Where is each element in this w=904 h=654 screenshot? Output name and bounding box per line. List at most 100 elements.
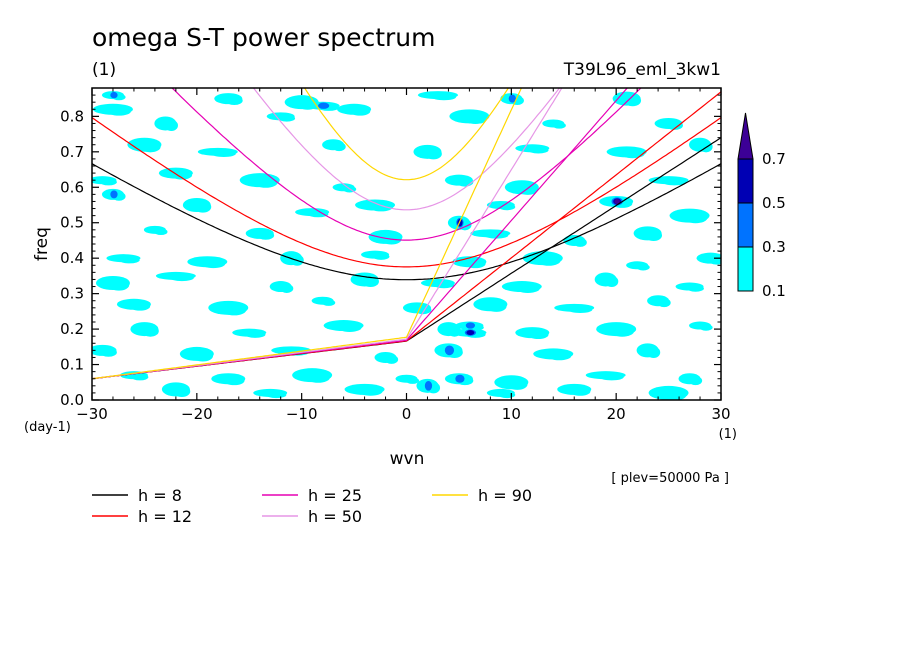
heatmap-cell bbox=[106, 254, 141, 264]
heatmap-cell bbox=[449, 109, 490, 124]
heatmap-cell bbox=[647, 295, 671, 308]
dispersion-curve-ig bbox=[252, 88, 561, 211]
heatmap-cell bbox=[626, 261, 650, 271]
heatmap-cell bbox=[368, 229, 403, 245]
legend-label: h = 25 bbox=[308, 486, 362, 505]
y-axis: 0.0 0.1 0.2 0.3 0.4 0.5 0.6 0.7 0.8 bbox=[60, 94, 721, 409]
y-tick-label: 0.6 bbox=[60, 178, 84, 196]
dispersion-curve-ig bbox=[171, 88, 642, 241]
heatmap-cell bbox=[678, 373, 703, 386]
heatmap-cell bbox=[101, 91, 126, 101]
y-tick-label: 0.2 bbox=[60, 320, 84, 338]
heatmap-cell bbox=[533, 348, 574, 361]
heatmap-cell bbox=[266, 112, 296, 122]
heatmap-cell bbox=[253, 388, 288, 399]
x-axis: −30 −20 −10 0 10 20 30 bbox=[76, 88, 731, 423]
heatmap-cell bbox=[322, 139, 346, 152]
x-tick-label: 10 bbox=[502, 405, 521, 423]
heatmap-cell bbox=[101, 188, 126, 201]
x-tick-label: −20 bbox=[181, 405, 213, 423]
heatmap-cell bbox=[444, 373, 474, 386]
chart-title: omega S-T power spectrum bbox=[92, 23, 436, 52]
heatmap-cell bbox=[542, 119, 566, 129]
heatmap-cell bbox=[402, 302, 432, 315]
heatmap-cell bbox=[130, 322, 159, 337]
heatmap-cell bbox=[501, 281, 542, 293]
colorbar-segment bbox=[737, 202, 754, 248]
heatmap-cell bbox=[515, 327, 550, 340]
heatmap-cell bbox=[232, 328, 267, 338]
heatmap-cell bbox=[515, 144, 550, 154]
legend-label: h = 8 bbox=[138, 486, 182, 505]
heatmap-cell bbox=[636, 343, 661, 358]
legend-item: h = 8 bbox=[92, 486, 182, 505]
heatmap-cell bbox=[606, 146, 647, 159]
heatmap-cell bbox=[187, 256, 228, 269]
heatmap-cell bbox=[245, 227, 275, 240]
y-tick-label: 0.4 bbox=[60, 249, 84, 267]
heatmap-cell bbox=[434, 343, 463, 358]
heatmap-cell bbox=[361, 250, 390, 260]
pressure-level-annotation: [ plev=50000 Pa ] bbox=[611, 471, 729, 486]
heatmap-cell bbox=[311, 296, 336, 306]
heatmap-cell bbox=[473, 297, 508, 312]
heatmap-cell bbox=[648, 385, 689, 400]
heatmap-cell bbox=[92, 344, 117, 357]
units-label: (1) bbox=[92, 60, 116, 80]
dispersion-curves bbox=[92, 88, 721, 380]
legend-label: h = 50 bbox=[308, 507, 362, 526]
heatmap-cell bbox=[494, 375, 529, 390]
x-units-label: (1) bbox=[719, 427, 737, 442]
colorbar-level-label: 0.1 bbox=[762, 282, 786, 300]
x-axis-label: wvn bbox=[390, 449, 425, 469]
y-tick-label: 0.3 bbox=[60, 285, 84, 303]
x-tick-label: 20 bbox=[607, 405, 626, 423]
legend-item: h = 50 bbox=[262, 507, 362, 526]
heatmap-cell bbox=[633, 226, 663, 241]
heatmap-cell bbox=[292, 368, 333, 383]
heatmap-cell bbox=[420, 279, 455, 289]
y-tick-label: 0.7 bbox=[60, 143, 84, 161]
legend-item: h = 12 bbox=[92, 507, 192, 526]
y-tick-label: 0.1 bbox=[60, 356, 84, 374]
legend-label: h = 12 bbox=[138, 507, 192, 526]
colorbar-level-label: 0.7 bbox=[762, 150, 786, 168]
dispersion-curve-ig bbox=[92, 117, 721, 268]
heatmap-cell bbox=[155, 271, 196, 282]
x-tick-label: −10 bbox=[286, 405, 318, 423]
colorbar-segment bbox=[737, 246, 754, 292]
heatmap-cell bbox=[554, 303, 595, 314]
legend-label: h = 90 bbox=[478, 486, 532, 505]
heatmap-cell bbox=[305, 101, 340, 111]
colorbar-extension-triangle bbox=[737, 112, 754, 160]
y-tick-label: 0.8 bbox=[60, 107, 84, 125]
heatmap-cell bbox=[158, 167, 193, 180]
heatmap-cell bbox=[92, 103, 133, 116]
heatmap-cell bbox=[161, 382, 191, 397]
heatmap-cell bbox=[585, 371, 626, 381]
experiment-label: T39L96_eml_3kw1 bbox=[563, 60, 721, 80]
colorbar-level-label: 0.3 bbox=[762, 238, 786, 256]
y-tick-label: 0.0 bbox=[60, 391, 84, 409]
colorbar-segment bbox=[737, 158, 754, 204]
x-tick-label: 30 bbox=[711, 405, 730, 423]
dispersion-curve-kelvin bbox=[92, 88, 563, 380]
heatmap-cell bbox=[689, 321, 713, 331]
heatmap-cell bbox=[211, 373, 246, 386]
heatmap-cell bbox=[648, 176, 689, 186]
y-units-label: (day-1) bbox=[24, 420, 71, 435]
y-axis-label: freq bbox=[32, 227, 52, 261]
heatmap-cell bbox=[344, 383, 385, 396]
dispersion-curve-kelvin bbox=[92, 88, 523, 380]
heatmap-cell bbox=[563, 234, 587, 247]
heatmap-cell bbox=[413, 144, 442, 160]
dispersion-curve-kelvin bbox=[92, 88, 629, 380]
heatmap-cell bbox=[395, 374, 420, 384]
heatmap-cell bbox=[323, 320, 364, 332]
dispersion-curve-ig bbox=[303, 88, 510, 181]
heatmap-cell bbox=[374, 351, 399, 364]
heatmap-cell bbox=[197, 147, 238, 158]
heatmap-cell bbox=[208, 300, 249, 316]
heatmap-cell bbox=[95, 276, 130, 291]
